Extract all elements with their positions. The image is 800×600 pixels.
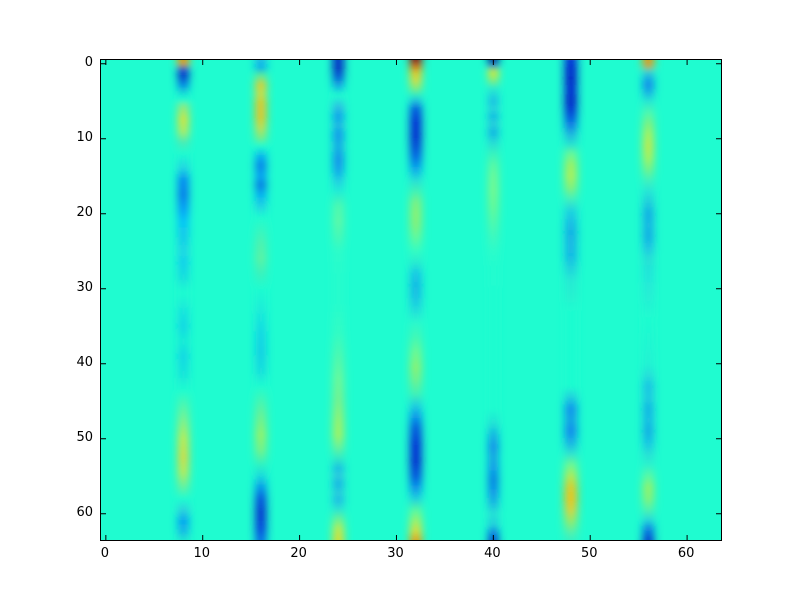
x-tick-label: 0 (100, 546, 109, 561)
heatmap-stripe (488, 60, 498, 540)
x-tick-label: 30 (387, 546, 404, 561)
x-tick-label: 20 (290, 546, 307, 561)
y-tick-label: 50 (76, 429, 93, 445)
heatmap-stripe (410, 60, 422, 540)
y-tick-label: 30 (76, 279, 93, 295)
heatmap-stripe (255, 60, 266, 540)
x-tick-label: 10 (193, 546, 210, 561)
heatmap-image (101, 60, 721, 540)
x-tick-label: 40 (484, 546, 501, 561)
plot-area (100, 59, 722, 541)
x-tick-label: 60 (677, 546, 695, 561)
heatmap-stripe (564, 60, 577, 540)
y-tick-label: 10 (76, 129, 93, 145)
y-tick-label: 60 (76, 504, 93, 520)
heatmap-stripe (178, 60, 189, 540)
y-tick-label: 20 (76, 204, 93, 220)
heatmap-stripe (643, 60, 654, 540)
heatmap-stripe (333, 60, 344, 540)
y-tick-label: 40 (76, 354, 93, 370)
y-tick-label: 0 (84, 54, 93, 70)
x-tick-label: 50 (580, 546, 598, 561)
